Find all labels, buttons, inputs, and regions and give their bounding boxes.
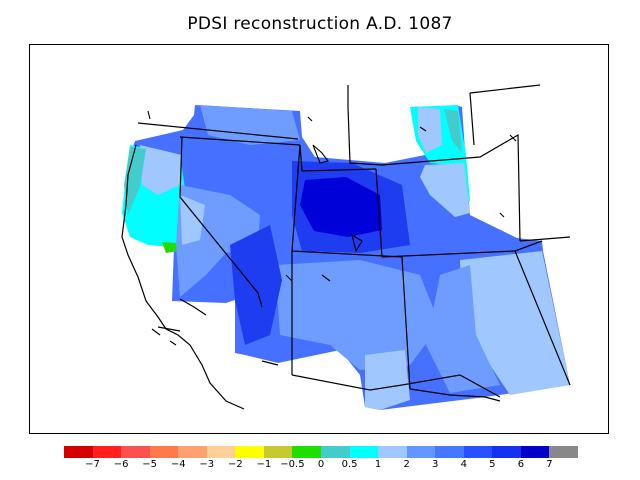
region-plains-faint [418,107,442,153]
region-dakota-faint [420,163,470,217]
region-pnw-teal [124,147,146,215]
region-nevada-wet [230,225,282,345]
legend-label: −4 [170,459,186,470]
legend-swatch [235,446,265,458]
map-title: PDSI reconstruction A.D. 1087 [187,14,453,34]
region-southern-border-faint [365,350,410,410]
legend-label: 5 [489,459,496,470]
legend-label: 0.5 [341,459,358,470]
region-pnw-faint [140,145,182,195]
legend-swatch [463,446,493,458]
pdsi-map [121,84,571,410]
map-panel [29,44,609,434]
legend-label: −3 [199,459,215,470]
coastline [121,144,501,410]
legend-label: −7 [85,459,100,470]
legend-label: −6 [113,459,129,470]
color-legend [64,446,579,458]
legend-swatch [406,446,436,458]
legend-swatch [206,446,236,458]
region-idaho-light [200,105,300,145]
legend-swatch [378,446,408,458]
region-plains-teal [444,109,462,153]
legend-swatch [492,446,522,458]
legend-swatch [149,446,179,458]
legend-swatch [92,446,122,458]
legend-label: 1 [374,459,382,470]
legend-swatch [121,446,151,458]
legend-label: 7 [546,459,553,470]
state-borders [137,84,571,398]
legend-label: −1 [256,459,272,470]
lakes-and-islands [147,110,517,346]
region-southwest-light [275,260,440,370]
legend-swatch [178,446,208,458]
legend-label: −2 [227,459,243,470]
legend-swatch [292,446,322,458]
legend-label: −5 [142,459,158,470]
region-wyoming-core [300,177,382,237]
legend-label: 6 [517,459,525,470]
legend-label: −0.5 [280,459,305,470]
legend-swatch [64,446,94,458]
legend-swatch [549,446,579,458]
legend-label: 0 [317,459,325,470]
legend-labels: −7 −6 −5 −4 −3 −2 −1 −0.5 0 0.5 1 2 3 4 5 6 7 [64,459,578,473]
legend-label: 2 [403,459,410,470]
legend-swatch [435,446,465,458]
legend-label: 4 [460,459,467,470]
region-southeast-light [426,265,500,393]
legend-swatch [349,446,379,458]
legend-swatch [520,446,550,458]
region-coast-green [162,242,178,253]
legend-swatch [321,446,351,458]
region-sierra-faint [180,195,205,245]
legend-label: 3 [432,459,439,470]
legend-swatch [263,446,293,458]
